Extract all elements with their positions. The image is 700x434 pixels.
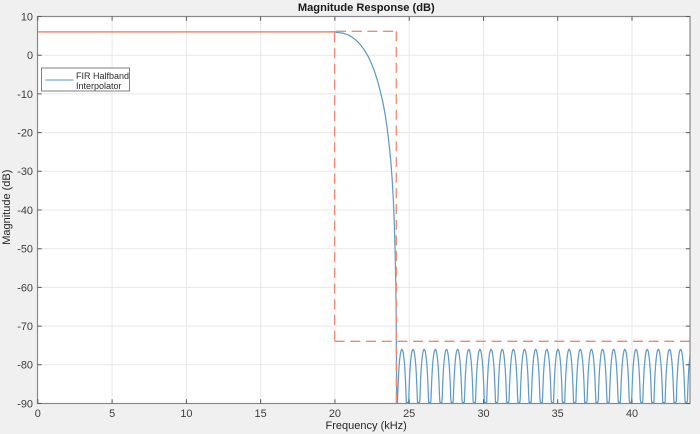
svg-text:5: 5: [109, 408, 115, 420]
svg-text:0: 0: [27, 50, 33, 62]
svg-text:15: 15: [255, 408, 267, 420]
svg-text:FIR Halfband: FIR Halfband: [76, 71, 129, 81]
svg-text:20: 20: [329, 408, 341, 420]
svg-text:Frequency (kHz): Frequency (kHz): [326, 420, 407, 432]
svg-text:-80: -80: [17, 360, 33, 372]
svg-text:-50: -50: [17, 244, 33, 256]
svg-text:35: 35: [552, 408, 564, 420]
svg-text:-70: -70: [17, 321, 33, 333]
svg-text:-40: -40: [17, 205, 33, 217]
svg-text:10: 10: [21, 11, 33, 23]
svg-text:10: 10: [180, 408, 192, 420]
svg-text:Magnitude (dB): Magnitude (dB): [1, 170, 13, 245]
svg-text:Magnitude Response (dB): Magnitude Response (dB): [298, 2, 435, 14]
svg-text:0: 0: [35, 408, 41, 420]
svg-text:-90: -90: [17, 398, 33, 410]
svg-text:-10: -10: [17, 89, 33, 101]
svg-text:-30: -30: [17, 166, 33, 178]
svg-text:25: 25: [403, 408, 415, 420]
svg-text:30: 30: [477, 408, 489, 420]
svg-text:-60: -60: [17, 282, 33, 294]
svg-text:40: 40: [626, 408, 638, 420]
svg-text:-20: -20: [17, 128, 33, 140]
svg-text:Interpolator: Interpolator: [76, 81, 122, 91]
